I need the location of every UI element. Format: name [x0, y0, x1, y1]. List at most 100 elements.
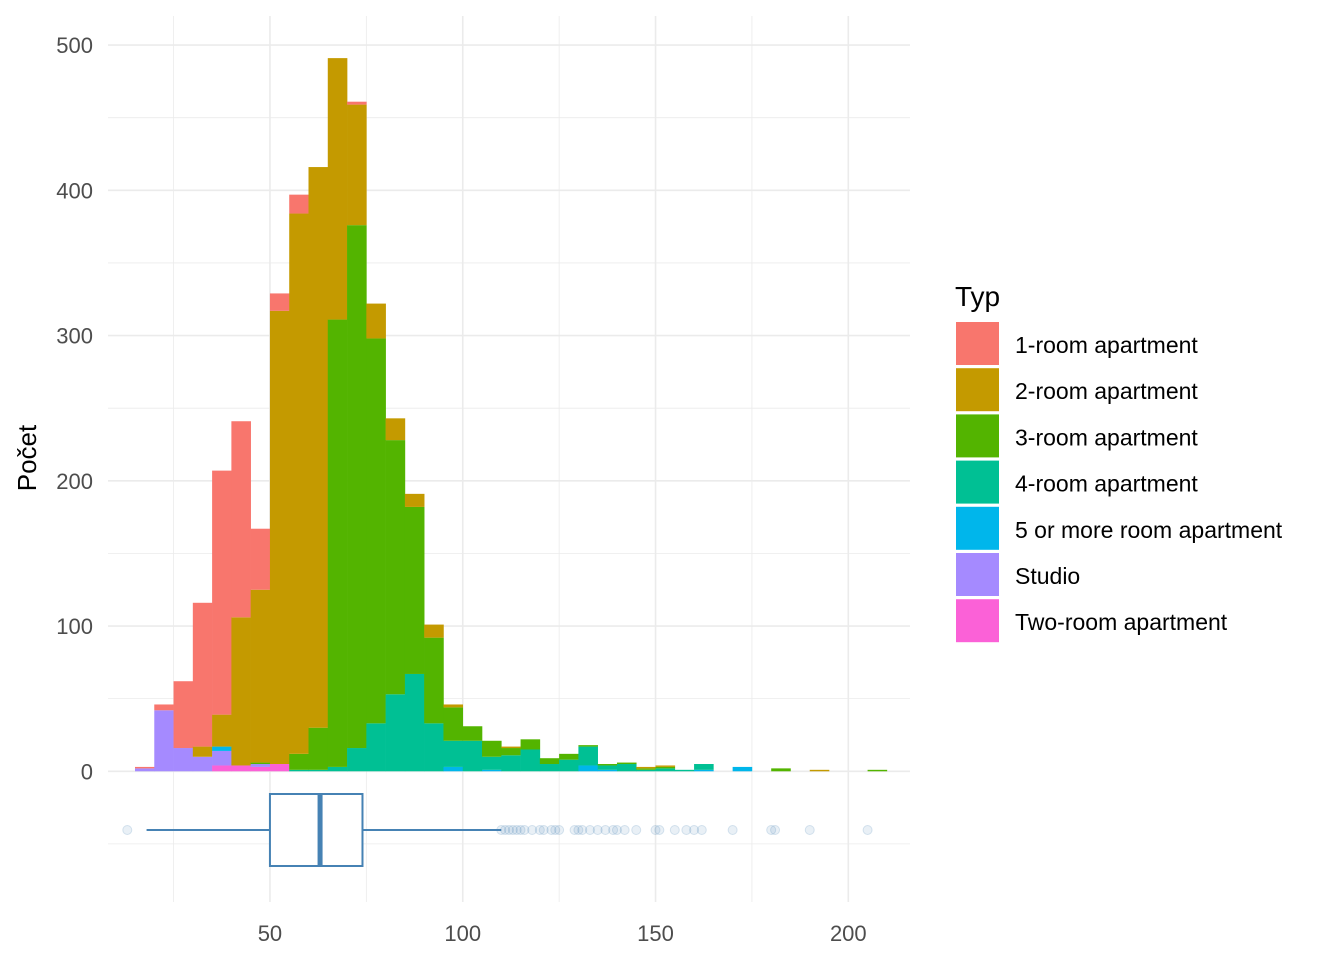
boxplot-outlier-point	[519, 825, 530, 835]
histogram-bar-four	[404, 673, 425, 772]
histogram-bar-one	[154, 704, 174, 711]
boxplot-outlier-point	[727, 825, 738, 835]
boxplot-outlier-point	[600, 825, 611, 835]
legend-swatch	[956, 414, 999, 458]
histogram-bar-four	[289, 769, 309, 772]
histogram-bar-four	[655, 768, 676, 772]
boxplot-outlier-point	[804, 825, 815, 835]
boxplot-outlier-point	[573, 825, 584, 835]
histogram-bar-five	[732, 766, 753, 772]
histogram-bar-one	[250, 528, 271, 590]
histogram-bar-four	[501, 755, 521, 772]
histogram-bar-two	[212, 714, 232, 747]
histogram-bar-two	[385, 418, 406, 441]
legend-swatch	[956, 599, 999, 643]
boxplot-outlier-point	[538, 825, 549, 835]
histogram-bar-three	[250, 762, 271, 765]
histogram-bars	[134, 58, 888, 772]
boxplot	[122, 793, 873, 867]
histogram-bar-three	[655, 766, 676, 769]
histogram-bar-two	[404, 493, 425, 507]
legend-items: 1-room apartment 2-room apartment 3-room a…	[956, 322, 1283, 643]
histogram-bar-two	[192, 746, 213, 757]
legend-label: Two-room apartment	[1015, 609, 1228, 635]
histogram-bar-five	[694, 769, 714, 772]
legend-title: Typ	[955, 281, 1000, 312]
histogram-bar-two	[501, 746, 521, 749]
boxplot-outlier-point	[619, 825, 630, 835]
histogram-bar-three	[539, 758, 560, 765]
histogram-bar-four	[327, 766, 348, 772]
boxplot-outlier-point	[770, 825, 781, 835]
histogram-bar-three	[289, 753, 309, 770]
y-tick-label: 200	[56, 469, 93, 494]
histogram-bar-three	[578, 745, 598, 747]
histogram-bar-four	[385, 694, 406, 772]
boxplot-box	[268, 793, 364, 867]
histogram-bar-four	[616, 764, 637, 772]
histogram-bar-three	[616, 762, 637, 765]
histogram-bar-three	[597, 764, 618, 766]
histogram-bar-four	[559, 759, 579, 772]
histogram-bar-three	[443, 707, 464, 741]
x-tick-label: 150	[637, 921, 674, 946]
legend-swatch	[956, 506, 999, 550]
boxplot-outlier-point	[669, 825, 680, 835]
histogram-bar-two	[809, 769, 830, 772]
boxplot-outlier-point	[584, 825, 595, 835]
histogram-bar-four	[539, 764, 560, 772]
histogram-bar-four	[674, 769, 695, 772]
x-tick-label: 50	[258, 921, 282, 946]
histogram-bar-two	[366, 303, 386, 339]
boxplot-outlier-point	[862, 825, 873, 835]
histogram-bar-studio	[250, 764, 271, 767]
histogram-bar-one	[289, 194, 309, 214]
x-tick-label: 100	[444, 921, 481, 946]
boxplot-outlier-point	[577, 825, 588, 835]
legend-label: 4-room apartment	[1015, 471, 1198, 497]
histogram-bar-three	[636, 768, 656, 770]
histogram-bar-one	[231, 421, 251, 618]
histogram-bar-two	[655, 765, 676, 767]
boxplot-outlier-point	[515, 825, 526, 835]
boxplot-outlier-point	[631, 825, 642, 835]
histogram-bar-four	[347, 748, 367, 772]
histogram-bar-three	[308, 727, 329, 770]
histogram-bar-two	[636, 766, 656, 769]
histogram-bar-four	[482, 756, 502, 770]
histogram-bar-one	[134, 766, 155, 769]
x-tick-label: 200	[830, 921, 867, 946]
histogram-bar-three	[404, 506, 425, 674]
x-axis-tick-labels: 50 100 150 200	[258, 921, 867, 946]
histogram-bar-studio	[212, 750, 232, 766]
boxplot-outlier-point	[546, 825, 557, 835]
histogram-bar-studio	[192, 756, 213, 772]
histogram-bar-two	[231, 617, 251, 766]
histogram-bar-three	[520, 739, 541, 750]
histogram-bar-one	[173, 681, 194, 749]
histogram-bar-one	[212, 470, 232, 715]
histogram-bar-three	[366, 338, 386, 724]
legend-label: Studio	[1015, 563, 1080, 589]
histogram-bar-three	[327, 319, 348, 767]
histogram-bar-four	[597, 765, 618, 770]
histogram-bar-two	[327, 58, 348, 320]
histogram-bar-tworoom	[250, 766, 271, 772]
histogram-bar-four	[366, 723, 386, 772]
legend-label: 1-room apartment	[1015, 332, 1198, 358]
histogram-bar-three	[462, 726, 483, 741]
legend-swatch	[956, 553, 999, 596]
histogram-bar-four	[462, 740, 483, 772]
histogram-bar-two	[424, 624, 444, 638]
boxplot-outlier-point	[569, 825, 580, 835]
histogram-bar-two	[308, 167, 329, 728]
boxplot-outlier-point	[592, 825, 603, 835]
histogram-bar-two	[269, 310, 290, 765]
histogram-bar-four	[308, 769, 329, 772]
legend-label: 3-room apartment	[1015, 424, 1198, 450]
histogram-bar-five	[597, 769, 618, 772]
histogram-bar-two	[289, 213, 309, 754]
y-tick-label: 500	[56, 33, 93, 58]
boxplot-outlier-point	[654, 825, 665, 835]
